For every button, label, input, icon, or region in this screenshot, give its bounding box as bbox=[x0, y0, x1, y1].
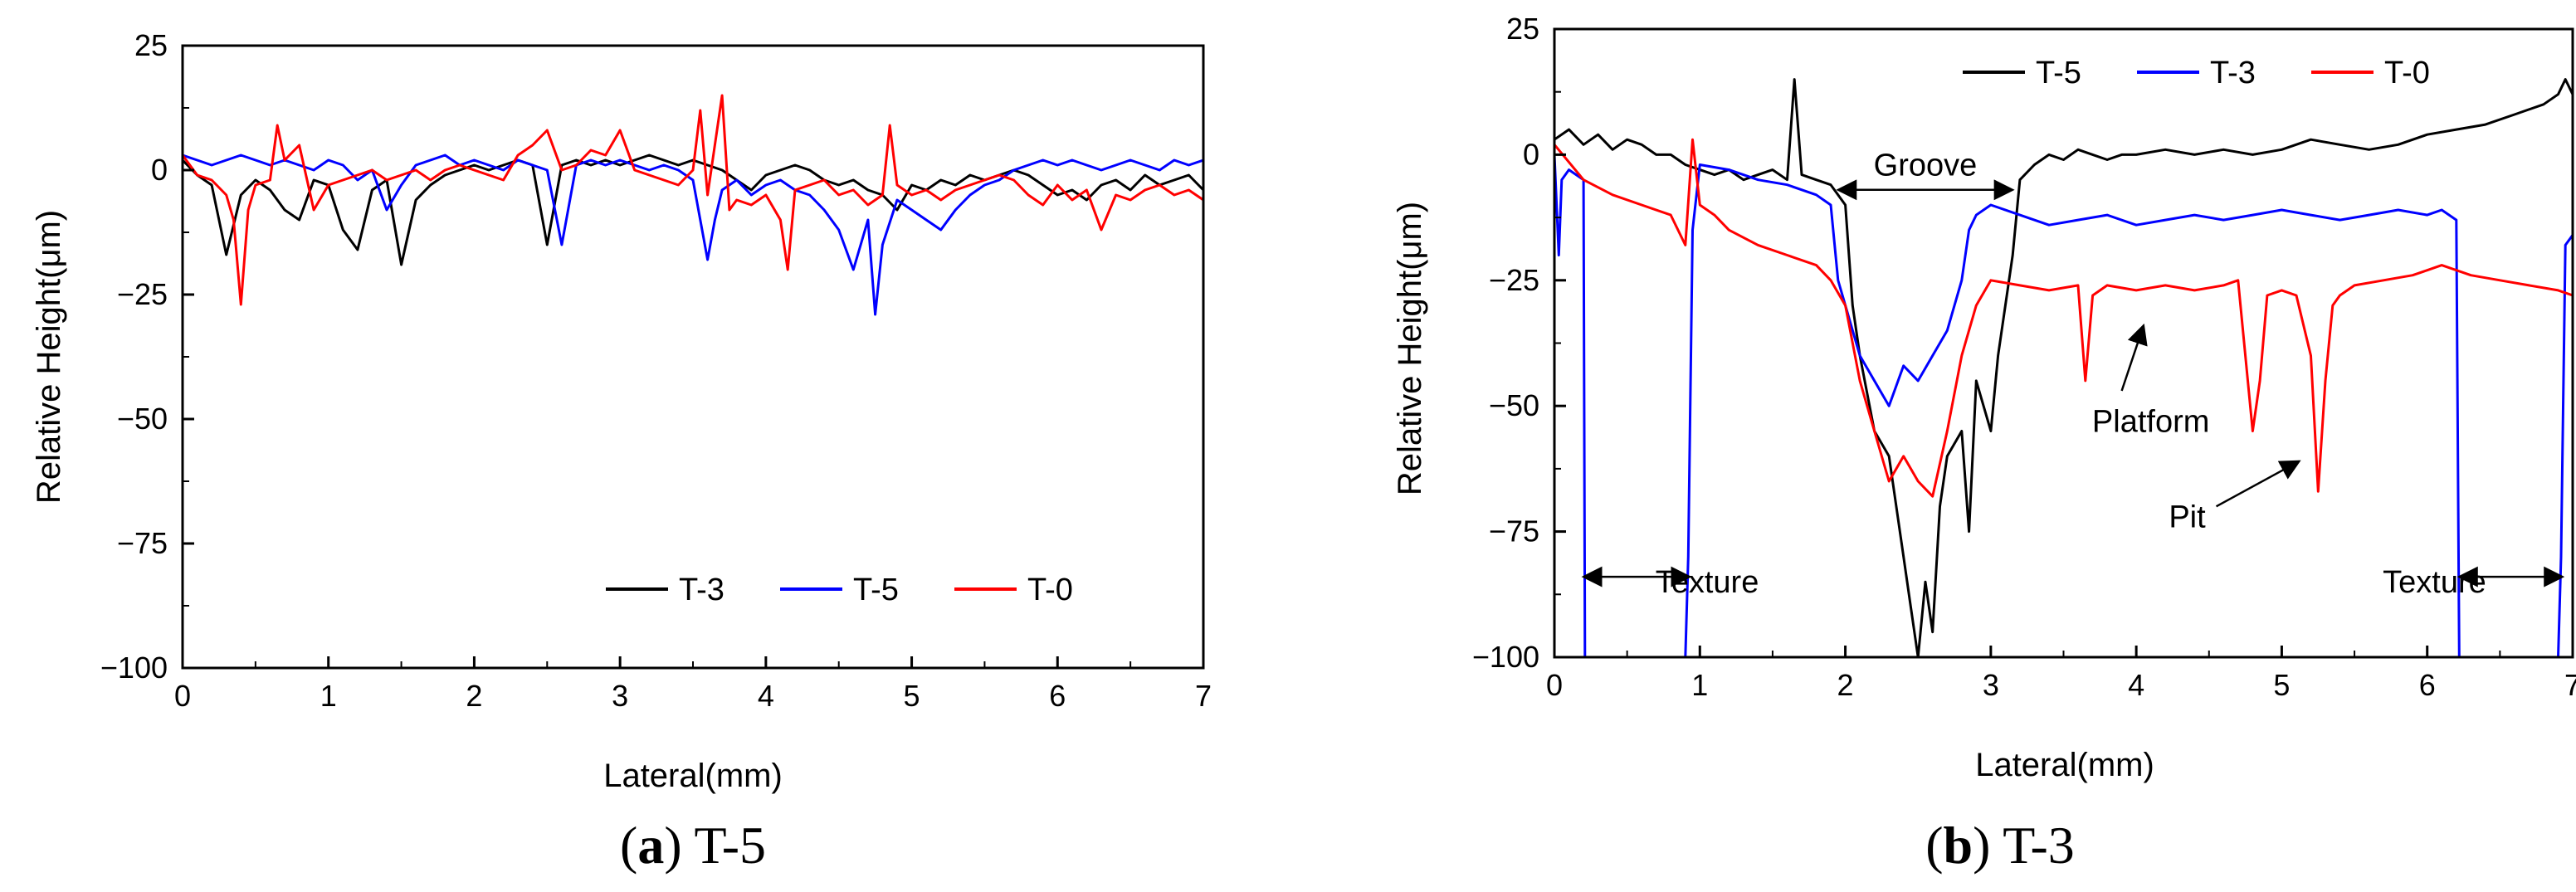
y-tick-label: −25 bbox=[117, 277, 168, 311]
legend-label: T-5 bbox=[2036, 56, 2081, 90]
series-line-t-0 bbox=[183, 94, 1203, 306]
annotation-label: Texture bbox=[2383, 565, 2486, 600]
x-tick-label: 7 bbox=[2564, 668, 2576, 702]
x-tick-label: 4 bbox=[758, 679, 774, 713]
x-tick-label: 3 bbox=[1983, 668, 1999, 702]
y-tick-label: 25 bbox=[134, 28, 168, 62]
x-tick-label: 1 bbox=[1691, 668, 1708, 702]
x-tick-label: 5 bbox=[2273, 668, 2290, 702]
annotation-label: Pit bbox=[2169, 500, 2206, 534]
series-line-t-5 bbox=[183, 154, 1203, 316]
y-tick-label: 0 bbox=[151, 153, 168, 187]
y-tick-label: 25 bbox=[1506, 12, 1539, 46]
annotations: Groove Platform Pit Texture Texture bbox=[1581, 149, 2565, 600]
y-axis-title-b: Relative Height(μm) bbox=[1392, 202, 1428, 495]
x-tick-label: 2 bbox=[466, 679, 482, 713]
annotation-label: Groove bbox=[1874, 149, 1978, 183]
caption-letter-b: b bbox=[1944, 816, 1973, 875]
platform-arrow bbox=[2120, 323, 2148, 392]
y-tick-label: −50 bbox=[117, 402, 168, 436]
legend: T-5 T-3 T-0 bbox=[1963, 56, 2430, 90]
y-tick-label: −100 bbox=[1472, 640, 1539, 674]
x-tick-label: 6 bbox=[2419, 668, 2436, 702]
caption-label-a: T-5 bbox=[682, 816, 766, 875]
chart-panel-b: Relative Height(μm) Lateral(mm) (b) T-3 … bbox=[1392, 12, 2576, 875]
caption-label-b: T-3 bbox=[1990, 816, 2074, 875]
x-axis-title-a: Lateral(mm) bbox=[603, 758, 783, 794]
series-line-t-5 bbox=[1554, 78, 2573, 657]
x-tick-label: 0 bbox=[1546, 668, 1563, 702]
legend-label: T-0 bbox=[1027, 573, 1073, 607]
y-axis-title-a: Relative Height(μm) bbox=[31, 210, 67, 504]
caption-letter-a: a bbox=[637, 816, 664, 875]
x-tick-label: 1 bbox=[320, 679, 337, 713]
plot-frame bbox=[1553, 27, 2574, 659]
legend-label: T-0 bbox=[2384, 56, 2430, 90]
x-tick-label: 4 bbox=[2128, 668, 2144, 702]
x-tick-label: 0 bbox=[174, 679, 191, 713]
y-tick-label: −75 bbox=[1489, 514, 1539, 548]
series-line-t-0 bbox=[1554, 138, 2573, 498]
series-line-t-3 bbox=[1554, 154, 2573, 657]
y-tick-label: −25 bbox=[1489, 263, 1539, 297]
y-tick-label: 0 bbox=[1523, 137, 1539, 171]
y-tick-label: −75 bbox=[117, 526, 168, 560]
y-tick-label: −50 bbox=[1489, 388, 1539, 422]
x-tick-label: 3 bbox=[612, 679, 628, 713]
x-tick-label: 6 bbox=[1049, 679, 1066, 713]
chart-panel-a: Relative Height(μm) Lateral(mm) (a) T-5 … bbox=[31, 28, 1212, 875]
caption-b: (b) T-3 bbox=[1925, 816, 2075, 875]
x-tick-label: 5 bbox=[904, 679, 920, 713]
x-tick-label: 7 bbox=[1195, 679, 1212, 713]
legend-label: T-3 bbox=[679, 573, 724, 607]
y-tick-label: −100 bbox=[100, 651, 168, 685]
legend: T-3 T-5 T-0 bbox=[606, 573, 1073, 607]
legend-label: T-3 bbox=[2210, 56, 2256, 90]
legend-label: T-5 bbox=[853, 573, 899, 607]
annotation-label: Texture bbox=[1656, 565, 1759, 600]
x-tick-label: 2 bbox=[1837, 668, 1854, 702]
pit-arrow bbox=[2215, 460, 2301, 508]
annotation-label: Platform bbox=[2092, 404, 2209, 439]
caption-a: (a) T-5 bbox=[620, 816, 766, 875]
x-axis-title-b: Lateral(mm) bbox=[1975, 747, 2154, 783]
